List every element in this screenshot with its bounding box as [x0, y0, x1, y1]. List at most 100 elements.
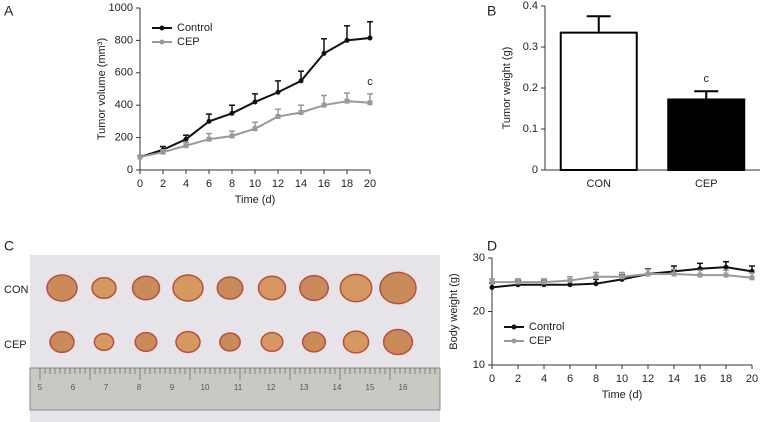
legend-label: Control: [177, 22, 212, 34]
ruler-label: 14: [333, 383, 342, 392]
tumor: [382, 328, 414, 356]
y-axis-label: Body weight (g): [448, 273, 460, 349]
marker: [321, 50, 327, 56]
marker: [298, 109, 304, 115]
x-tick-label: 0: [137, 178, 143, 190]
x-tick-label: 10: [616, 373, 628, 385]
marker: [137, 154, 143, 160]
marker: [723, 264, 729, 270]
tumor: [216, 276, 244, 300]
marker: [206, 136, 212, 142]
ruler-label: 8: [137, 383, 142, 392]
x-tick-label: 18: [720, 373, 732, 385]
legend-marker: [511, 338, 517, 344]
tumor: [49, 330, 75, 354]
tumor: [172, 274, 204, 302]
bar: [667, 98, 746, 171]
x-tick-label: 12: [642, 373, 654, 385]
x-tick-label: 12: [272, 178, 284, 190]
tumor: [131, 275, 161, 301]
marker: [367, 100, 373, 106]
marker: [183, 143, 189, 149]
tumor: [93, 332, 115, 352]
tumor: [134, 331, 158, 353]
ruler-label: 9: [170, 383, 175, 392]
bar: [559, 31, 638, 172]
y-tick-label: 0: [127, 164, 133, 176]
x-tick-label: 6: [206, 178, 212, 190]
legend-marker: [159, 39, 165, 45]
annotation: c: [704, 73, 710, 85]
panel-label: D: [487, 238, 497, 254]
x-tick-label: 20: [364, 178, 376, 190]
annotation: c: [367, 76, 373, 88]
marker: [541, 279, 547, 285]
marker: [645, 271, 651, 277]
ruler-label: 5: [38, 383, 43, 392]
tumor: [46, 274, 78, 302]
marker: [298, 78, 304, 84]
marker: [160, 149, 166, 155]
x-tick-label: 8: [593, 373, 599, 385]
ruler-label: 6: [71, 383, 76, 392]
y-tick-label: 600: [115, 67, 133, 79]
marker: [321, 102, 327, 108]
tumor: [91, 276, 117, 300]
ruler-label: 16: [399, 383, 408, 392]
row-label: CON: [4, 284, 29, 296]
y-tick-label: 0.2: [523, 82, 538, 94]
tumor: [175, 330, 201, 354]
marker: [749, 275, 755, 281]
ruler-label: 10: [201, 383, 210, 392]
tumor: [339, 273, 373, 303]
legend-marker: [511, 324, 517, 330]
legend-marker: [159, 25, 165, 31]
marker: [593, 281, 599, 287]
y-tick-label: 800: [115, 34, 133, 46]
marker: [367, 35, 373, 41]
ruler-label: 7: [104, 383, 109, 392]
x-tick-label: 4: [183, 178, 189, 190]
panel-label: A: [4, 3, 14, 19]
marker: [619, 274, 625, 280]
marker: [567, 277, 573, 283]
x-tick-label: 2: [515, 373, 521, 385]
x-tick-label: CEP: [695, 178, 718, 190]
x-axis-label: Time (d): [602, 389, 643, 401]
x-tick-label: 16: [318, 178, 330, 190]
marker: [252, 99, 258, 105]
tumor: [257, 275, 287, 301]
tumor: [219, 332, 241, 352]
ruler-label: 12: [267, 383, 276, 392]
ruler: [29, 367, 441, 411]
y-axis-label: Tumor weight (g): [501, 47, 513, 130]
tumor: [301, 331, 327, 353]
ruler-label: 13: [300, 383, 309, 392]
y-tick-label: 400: [115, 99, 133, 111]
marker: [671, 271, 677, 277]
marker: [344, 98, 350, 104]
tumor: [342, 330, 370, 354]
y-tick-label: 10: [473, 359, 485, 371]
y-tick-label: 0: [532, 164, 538, 176]
marker: [515, 279, 521, 285]
marker: [697, 272, 703, 278]
marker: [275, 114, 281, 120]
x-tick-label: 2: [160, 178, 166, 190]
marker: [252, 126, 258, 132]
legend-label: CEP: [177, 36, 200, 48]
x-tick-label: 10: [249, 178, 261, 190]
marker: [489, 279, 495, 285]
row-label: CEP: [4, 339, 27, 351]
ruler-label: 11: [234, 383, 243, 392]
y-axis-label: Tumor volume (mm³): [96, 38, 108, 140]
marker: [206, 118, 212, 124]
y-tick-label: 20: [473, 305, 485, 317]
y-tick-label: 0.3: [523, 41, 538, 53]
legend-label: Control: [529, 321, 564, 333]
tumor: [379, 271, 417, 305]
ruler-label: 15: [366, 383, 375, 392]
y-tick-label: 1000: [109, 2, 133, 14]
panel-label: B: [487, 3, 496, 19]
